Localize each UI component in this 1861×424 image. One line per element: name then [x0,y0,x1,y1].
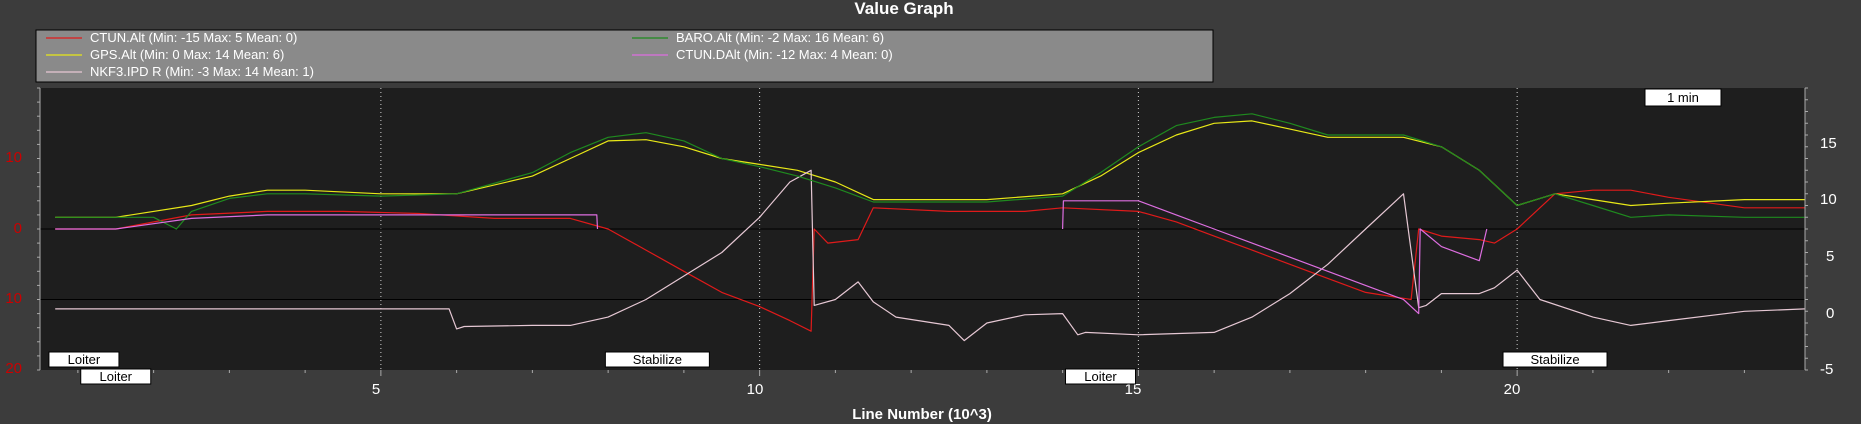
legend-label-ctun-dalt: CTUN.DAlt (Min: -12 Max: 4 Mean: 0) [676,47,893,62]
left-tick-label: 20 [5,360,22,377]
x-axis: 5 10 15 20 Line Number (10^3) [372,381,1521,423]
legend: CTUN.Alt (Min: -15 Max: 5 Mean: 0) GPS.A… [35,29,1214,83]
time-marker-label: 1 min [1667,90,1699,105]
series-line-3 [55,113,1805,230]
flight-mode-label: Stabilize [633,352,682,367]
left-tick-label: 10 [5,149,22,166]
flight-mode-box [604,351,710,368]
legend-label-baro-alt: BARO.Alt (Min: -2 Max: 16 Mean: 6) [676,30,884,45]
right-tick-label: 5 [1826,248,1834,265]
flight-mode-label: Loiter [1084,369,1117,384]
flight-mode-label: Loiter [99,369,132,384]
x-tick-label: 15 [1125,381,1142,398]
chart-title: Value Graph [854,0,953,18]
series-line-0 [55,189,1805,332]
series-line-4 [55,214,599,230]
x-tick-label: 10 [747,381,764,398]
legend-box [35,29,1214,83]
time-marker-box [1644,88,1722,107]
left-tick-label: 0 [14,220,22,237]
flight-mode-box [1502,351,1608,368]
time-marker: 1 min [1644,88,1722,107]
grid-lines [37,87,1808,376]
x-axis-label: Line Number (10^3) [852,406,992,423]
x-tick-label: 20 [1504,381,1521,398]
right-tick-label: 0 [1826,305,1834,322]
left-tick-label: 10 [5,290,22,307]
legend-label-nkf3-ipd: NKF3.IPD R (Min: -3 Max: 14 Mean: 1) [90,64,314,79]
flight-mode-box [48,351,120,368]
right-tick-label: 10 [1820,191,1837,208]
x-tick-label: 5 [372,381,380,398]
legend-label-ctun-alt: CTUN.Alt (Min: -15 Max: 5 Mean: 0) [90,30,297,45]
left-axis: 10 0 10 20 [5,88,41,377]
flight-mode-box [1065,368,1137,385]
flight-mode-label: Loiter [68,352,101,367]
series-line-5 [1062,200,1488,315]
series-lines [55,113,1806,342]
legend-label-gps-alt: GPS.Alt (Min: 0 Max: 14 Mean: 6) [90,47,284,62]
flight-mode-label: Stabilize [1530,352,1579,367]
flight-mode-box [80,368,152,385]
right-tick-label: 15 [1820,135,1837,152]
flight-mode-labels: Loiter Loiter Stabilize Loiter Stabilize [48,351,1608,385]
right-tick-label: -5 [1820,361,1833,378]
right-axis: 15 10 5 0 -5 [1804,88,1837,378]
series-line-2 [55,169,1806,342]
